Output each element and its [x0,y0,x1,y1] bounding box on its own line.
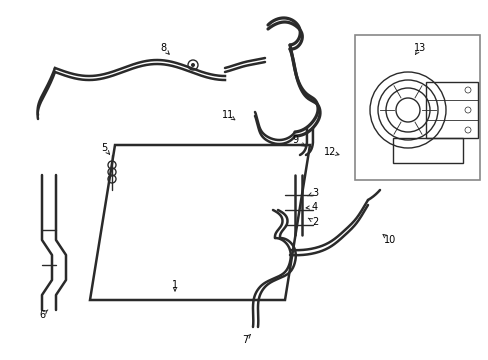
Text: 1: 1 [172,280,178,290]
Text: 10: 10 [383,235,395,245]
Text: 6: 6 [39,310,45,320]
Bar [392,138,462,163]
Text: 5: 5 [101,143,107,153]
Bar [354,35,479,180]
Text: 12: 12 [323,147,336,157]
Circle shape [191,63,195,67]
Text: 2: 2 [311,217,318,227]
Text: 11: 11 [222,110,234,120]
Text: 3: 3 [311,188,317,198]
Bar [425,82,477,138]
Text: 9: 9 [291,135,298,145]
Text: 8: 8 [160,43,166,53]
Text: 4: 4 [311,202,317,212]
Text: 7: 7 [242,335,247,345]
Text: 13: 13 [413,43,425,53]
